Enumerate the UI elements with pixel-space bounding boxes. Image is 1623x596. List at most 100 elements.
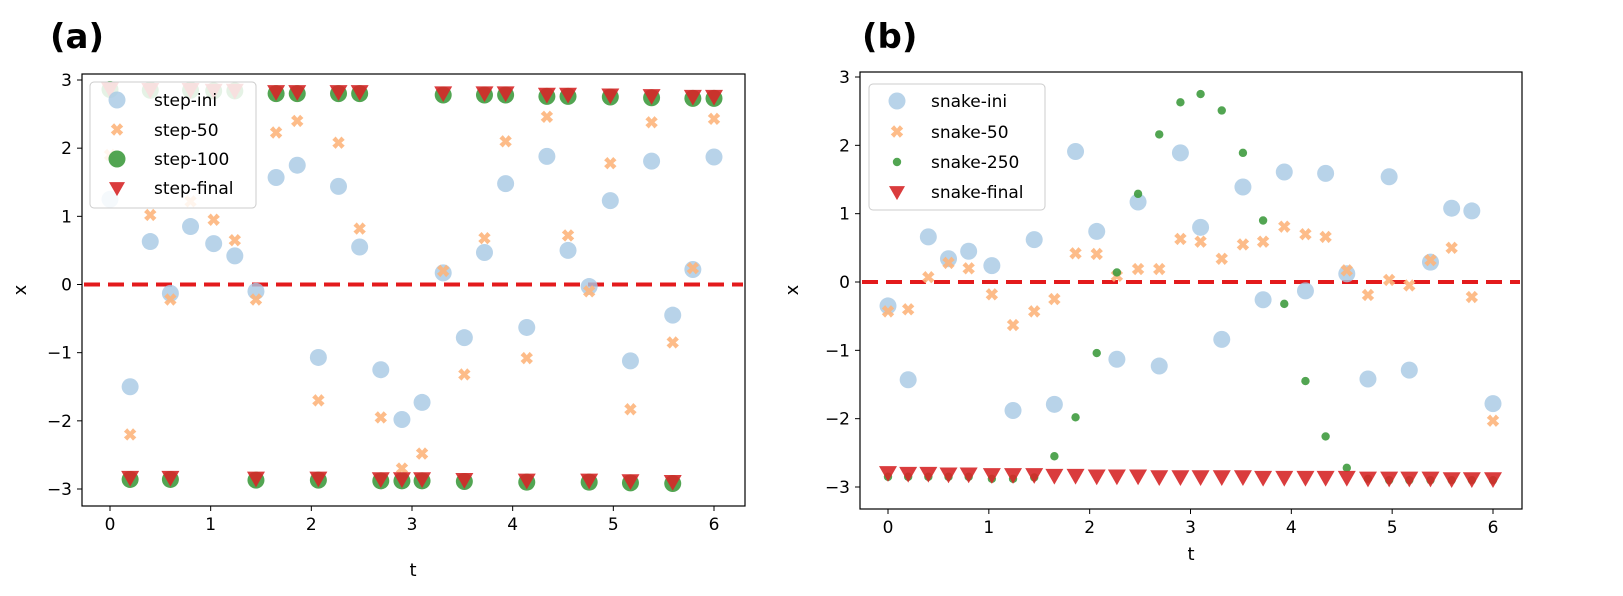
legend-marker-snake-ini — [888, 92, 906, 110]
step-final-point — [371, 472, 390, 489]
step-ini-point — [621, 352, 639, 370]
step-ini-point — [705, 148, 723, 166]
y-tick-label: −2 — [825, 410, 850, 430]
step-50-point — [164, 293, 177, 306]
step-50-point — [561, 229, 575, 242]
snake-ini-point — [1443, 199, 1461, 217]
snake-50-point — [985, 288, 999, 301]
step-ini-point — [288, 156, 306, 174]
step-ini-point — [601, 192, 619, 210]
snake-250-point — [1342, 463, 1351, 473]
panel-b-x-ticks: 0 1 2 3 4 5 6 — [883, 509, 1499, 538]
panel-b: (b) t x 0 1 2 3 4 5 6 −3 −2 −1 0 1 2 3 snake-ini sna… — [782, 17, 1523, 565]
snake-ini-point — [1171, 144, 1189, 162]
step-50-point — [437, 264, 450, 278]
panel-b-legend-box — [868, 83, 1046, 211]
snake-50-point — [1236, 238, 1250, 251]
snake-ini-point — [1129, 193, 1147, 211]
y-tick-label: 2 — [839, 136, 850, 156]
snake-50-point — [1340, 264, 1353, 277]
legend-step-final: step-final — [154, 179, 234, 199]
legend-marker-step-final — [109, 182, 125, 197]
step-final-point — [475, 86, 494, 103]
step-final-point — [642, 89, 661, 105]
step-final-point — [413, 472, 432, 489]
step-ini-point — [141, 233, 159, 251]
y-tick-label: −1 — [825, 341, 850, 361]
step-50-point — [478, 231, 491, 245]
step-ini-point — [372, 361, 390, 379]
snake-ini-point — [1025, 231, 1043, 249]
panel-b-xlabel: t — [1187, 544, 1194, 565]
step-ini-point — [309, 348, 327, 366]
step-50-point — [666, 336, 679, 349]
snake-final-point — [899, 466, 918, 483]
snake-final-point — [1150, 470, 1169, 486]
x-tick-label: 3 — [407, 515, 418, 535]
step-ini-point — [475, 243, 493, 261]
snake-50-point — [962, 262, 975, 275]
x-tick-label: 6 — [1488, 518, 1499, 538]
step-final-point — [309, 471, 328, 488]
step-50-point — [291, 114, 304, 128]
panel-a-y-ticks: −3 −2 −1 0 1 2 3 — [47, 71, 82, 500]
x-tick-label: 4 — [507, 515, 518, 535]
y-tick-label: 2 — [61, 139, 72, 159]
snake-final-point — [879, 466, 897, 482]
panel-b-y-ticks: −3 −2 −1 0 1 2 3 — [825, 68, 860, 498]
snake-final-point — [919, 466, 938, 483]
snake-final-point — [1400, 471, 1419, 488]
x-tick-label: 1 — [205, 515, 216, 535]
step-50-point — [415, 447, 429, 460]
step-ini-point — [267, 168, 285, 186]
snake-final-point — [1337, 470, 1356, 487]
panel-b-label: (b) — [862, 17, 917, 57]
snake-final-point — [1275, 470, 1294, 487]
panel-a-ylabel: x — [10, 284, 31, 295]
step-final-point — [434, 86, 453, 103]
snake-50-point — [1299, 227, 1312, 241]
snake-50-point — [1278, 220, 1291, 233]
step-final-point — [683, 89, 702, 106]
step-final-point — [121, 470, 140, 487]
step-ini-point — [205, 235, 223, 253]
snake-final-point — [1087, 469, 1106, 486]
step-final-point — [350, 85, 369, 101]
step-50-point — [207, 213, 220, 226]
snake-50-point — [1465, 290, 1479, 304]
snake-final-point — [939, 467, 958, 484]
x-tick-label: 5 — [608, 515, 619, 535]
y-tick-label: 3 — [839, 68, 850, 88]
snake-250-point — [1217, 106, 1226, 115]
step-final-point — [288, 85, 307, 101]
snake-ini-point — [1067, 142, 1085, 160]
snake-50-point — [1006, 318, 1020, 332]
legend-marker-snake-50 — [890, 125, 904, 138]
snake-50-point — [942, 256, 955, 270]
step-final-point — [267, 85, 286, 101]
step-50-point — [144, 208, 157, 222]
y-tick-label: −3 — [47, 480, 72, 500]
step-ini-point — [351, 238, 369, 256]
snake-50-point — [1486, 414, 1500, 427]
panel-b-legend-markers — [888, 92, 906, 201]
snake-50-point — [922, 271, 935, 284]
panel-b-legend: snake-ini snake-50 snake-250 snake-final — [868, 83, 1046, 211]
snake-ini-point — [1108, 350, 1126, 368]
step-final-point — [246, 471, 265, 488]
snake-50-point — [1194, 235, 1207, 248]
step-50-point — [686, 261, 700, 275]
step-50-point — [374, 411, 387, 424]
snake-ini-point — [1338, 265, 1356, 283]
snake-final-point — [1045, 468, 1064, 485]
step-ini-point — [330, 177, 348, 195]
snake-ini-point — [1234, 178, 1252, 196]
step-final-point — [392, 472, 411, 489]
step-ini-point — [643, 152, 661, 170]
step-ini-point — [121, 378, 139, 396]
step-final-point — [559, 87, 578, 104]
x-tick-label: 2 — [306, 515, 317, 535]
snake-250-point — [1112, 268, 1122, 277]
snake-50-point — [1215, 252, 1228, 265]
step-final-point — [621, 474, 640, 491]
